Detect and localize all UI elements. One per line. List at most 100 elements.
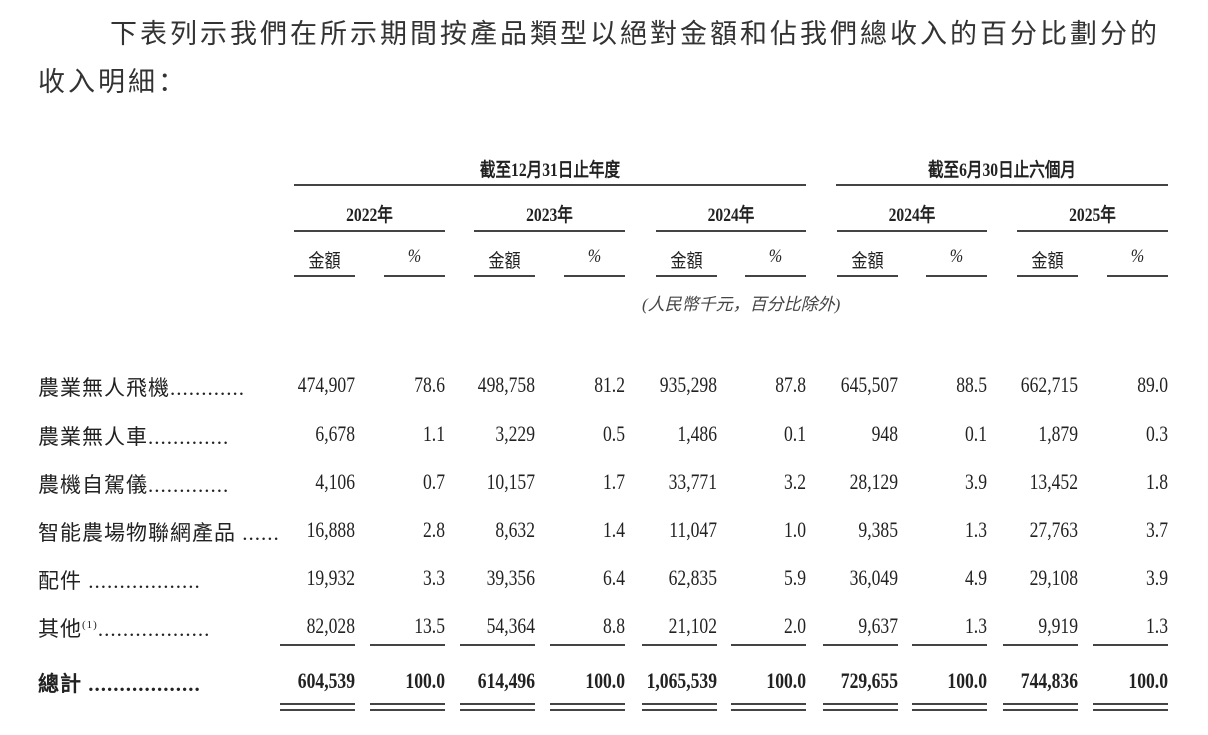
amount-cell: 948 [871,421,898,446]
percent-cell: 6.4 [603,565,625,590]
year-rule [294,230,445,232]
amount-header: 金額 [488,251,521,272]
subtotal-rule [370,644,445,646]
percent-header: % [587,246,602,267]
total-double-rule [1003,709,1078,711]
amount-cell: 8,632 [495,517,535,542]
total-double-rule [1093,709,1168,711]
percent-cell: 0.5 [603,421,625,446]
percent-cell: 3.9 [1146,565,1168,590]
amount-cell: 39,356 [486,565,535,590]
amount-cell: 6,678 [315,421,355,446]
total-amount: 729,655 [840,668,898,693]
row-label: 其他(1).................. [38,613,210,643]
percent-cell: 4.9 [965,565,987,590]
total-double-rule [912,709,987,711]
total-double-rule [280,703,355,705]
amount-cell: 662,715 [1020,372,1078,397]
percent-cell: 8.8 [603,613,625,638]
percent-cell: 1.3 [1146,613,1168,638]
percent-cell: 2.8 [423,517,445,542]
subtotal-rule [912,644,987,646]
amount-cell: 33,771 [668,469,717,494]
percent-header: % [407,246,422,267]
percent-cell: 1.3 [965,613,987,638]
total-label: 總計 .................. [38,672,201,696]
percent-cell: 1.4 [603,517,625,542]
year-rule [1017,230,1168,232]
percent-cell: 81.2 [594,372,625,397]
amount-header: 金額 [670,251,703,272]
total-double-rule [642,703,717,705]
total-percent: 100.0 [1128,668,1168,693]
column-rule [564,275,625,277]
row-label-text: 其他 [38,617,82,641]
percent-cell: 3.2 [784,469,806,494]
amount-cell: 9,385 [858,517,898,542]
total-double-rule [823,703,898,705]
percent-cell: 1.7 [603,469,625,494]
percent-cell: 1.3 [965,517,987,542]
percent-cell: 1.0 [784,517,806,542]
total-double-rule [370,703,445,705]
amount-cell: 82,028 [306,613,355,638]
percent-cell: 89.0 [1137,372,1168,397]
amount-cell: 11,047 [669,517,717,542]
amount-cell: 498,758 [477,372,535,397]
subtotal-rule [550,644,625,646]
subtotal-rule [1003,644,1078,646]
total-percent: 100.0 [405,668,445,693]
total-double-rule [731,703,806,705]
total-double-rule [280,709,355,711]
total-double-rule [550,703,625,705]
column-rule [926,275,987,277]
total-percent: 100.0 [947,668,987,693]
amount-cell: 474,907 [297,372,355,397]
column-rule [656,275,717,277]
total-percent: 100.0 [585,668,625,693]
amount-cell: 10,157 [486,469,535,494]
unit-note: (人民幣千元，百分比除外) [642,295,841,314]
amount-cell: 13,452 [1029,469,1078,494]
total-amount: 604,539 [297,668,355,693]
footnote-marker[interactable]: (1) [82,619,98,631]
amount-cell: 9,637 [858,613,898,638]
percent-header: % [1130,246,1145,267]
amount-header: 金額 [308,251,341,272]
column-rule [1017,275,1078,277]
year-rule [656,230,806,232]
total-double-rule [460,703,535,705]
percent-cell: 0.3 [1146,421,1168,446]
row-label: 智能農場物聯網產品 ...... [38,521,280,545]
year-rule [474,230,625,232]
group-header-annual: 截至12月31日止年度 [479,160,621,181]
percent-cell: 1.1 [423,421,445,446]
total-double-rule [642,709,717,711]
percent-cell: 2.0 [784,613,806,638]
total-percent: 100.0 [766,668,806,693]
row-label: 農業無人車............. [38,425,230,449]
total-double-rule [370,709,445,711]
column-rule [474,275,535,277]
amount-cell: 1,486 [677,421,717,446]
amount-header: 金額 [1031,251,1064,272]
year-header: 2025年 [1069,205,1116,226]
subtotal-rule [731,644,806,646]
amount-cell: 1,879 [1038,421,1078,446]
year-header: 2024年 [888,205,936,226]
total-amount: 744,836 [1020,668,1078,693]
amount-cell: 54,364 [486,613,535,638]
group-rule [836,184,1168,186]
percent-cell: 5.9 [784,565,806,590]
amount-cell: 29,108 [1029,565,1078,590]
percent-cell: 0.1 [965,421,987,446]
percent-cell: 0.1 [784,421,806,446]
amount-cell: 62,835 [668,565,717,590]
row-label: 配件 .................. [38,569,201,593]
subtotal-rule [280,644,355,646]
column-rule [384,275,445,277]
column-rule [745,275,806,277]
year-header: 2022年 [346,205,393,226]
amount-cell: 27,763 [1029,517,1078,542]
subtotal-rule [642,644,717,646]
